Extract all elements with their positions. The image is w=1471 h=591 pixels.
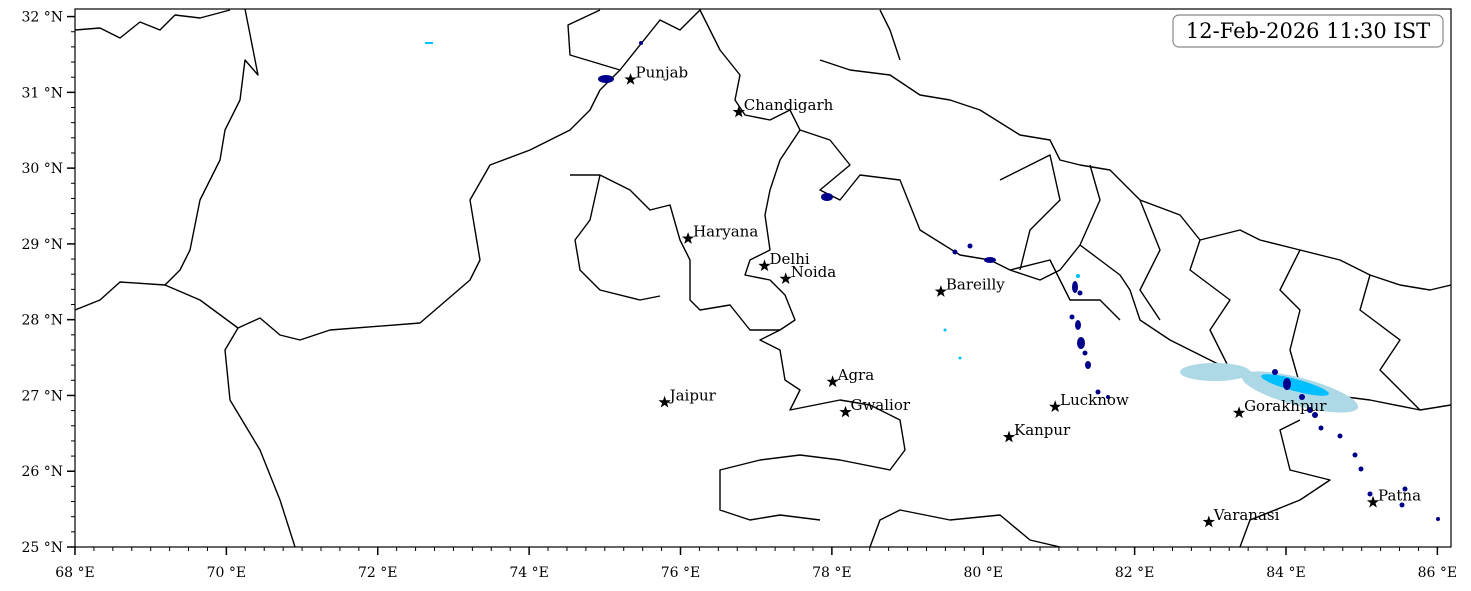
- city-label: Jaipur: [668, 386, 717, 404]
- rain-light: [1180, 363, 1250, 381]
- y-tick-label: 30 °N: [21, 161, 63, 177]
- city-bareilly: Bareilly: [934, 276, 1005, 297]
- x-tick-label: 70 °E: [207, 565, 246, 581]
- city-lucknow: Lucknow: [1049, 391, 1129, 413]
- y-tick-label: 31 °N: [21, 85, 63, 101]
- city-label: Punjab: [636, 63, 689, 81]
- star-icon: [779, 272, 792, 284]
- timestamp-label: 12-Feb-2026 11:30 IST: [1186, 19, 1430, 43]
- city-patna: Patna: [1366, 486, 1421, 508]
- x-tick-label: 74 °E: [509, 565, 548, 581]
- city-label: Delhi: [770, 250, 810, 268]
- star-icon: [1366, 495, 1380, 508]
- x-tick-label: 82 °E: [1115, 565, 1154, 581]
- star-icon: [758, 259, 771, 272]
- city-varanasi: Varanasi: [1202, 506, 1280, 528]
- city-label: Bareilly: [946, 276, 1005, 294]
- city-label: Patna: [1378, 486, 1421, 504]
- x-tick-label: 78 °E: [812, 565, 851, 581]
- rain-heavy: [598, 41, 1440, 521]
- city-label: Noida: [791, 263, 837, 281]
- star-icon: [826, 375, 839, 388]
- x-tick-label: 76 °E: [661, 565, 700, 581]
- y-tick-label: 29 °N: [21, 237, 63, 253]
- city-haryana: Haryana: [681, 223, 758, 244]
- city-delhi: Delhi: [758, 250, 810, 272]
- city-gorakhpur: Gorakhpur: [1232, 397, 1327, 419]
- x-tick-label: 80 °E: [964, 565, 1003, 581]
- x-tick-label: 72 °E: [358, 565, 397, 581]
- star-icon: [732, 105, 745, 118]
- city-label: Kanpur: [1014, 421, 1071, 439]
- rain-fields: [425, 41, 1440, 521]
- star-icon: [839, 405, 852, 418]
- axis-ticks: 68 °E 70 °E 72 °E 74 °E 76 °E 78 °E 80 °E 82 °E…: [21, 10, 1457, 581]
- city-label: Gwalior: [850, 396, 910, 414]
- timestamp-box: 12-Feb-2026 11:30 IST: [1172, 14, 1444, 48]
- city-jaipur: Jaipur: [658, 386, 717, 408]
- y-tick-label: 27 °N: [21, 388, 63, 404]
- city-label: Lucknow: [1060, 391, 1129, 409]
- city-label: Varanasi: [1213, 506, 1280, 524]
- star-icon: [1202, 515, 1215, 528]
- star-icon: [658, 395, 671, 408]
- star-icon: [624, 73, 637, 85]
- city-noida: Noida: [779, 263, 837, 284]
- city-label: Agra: [837, 366, 875, 384]
- star-icon: [1002, 430, 1016, 443]
- y-tick-label: 32 °N: [21, 10, 63, 26]
- city-agra: Agra: [826, 366, 875, 388]
- y-tick-label: 28 °N: [21, 313, 63, 329]
- city-punjab: Punjab: [624, 63, 689, 85]
- rain-moderate: [1261, 374, 1329, 396]
- star-icon: [681, 232, 695, 244]
- star-icon: [1049, 400, 1062, 413]
- boundaries: [75, 9, 1451, 547]
- city-gwalior: Gwalior: [839, 396, 911, 418]
- city-chandigarh: Chandigarh: [732, 96, 834, 118]
- city-kanpur: Kanpur: [1002, 421, 1071, 443]
- star-icon: [934, 285, 947, 297]
- plot-frame: [74, 8, 1452, 548]
- y-tick-label: 26 °N: [21, 464, 63, 480]
- city-label: Gorakhpur: [1244, 397, 1327, 415]
- city-label: Haryana: [693, 223, 758, 241]
- star-icon: [1232, 406, 1246, 419]
- x-tick-label: 84 °E: [1266, 565, 1305, 581]
- y-tick-label: 25 °N: [21, 540, 63, 556]
- x-tick-label: 68 °E: [55, 565, 94, 581]
- city-label: Chandigarh: [744, 96, 834, 114]
- x-tick-label: 86 °E: [1418, 565, 1457, 581]
